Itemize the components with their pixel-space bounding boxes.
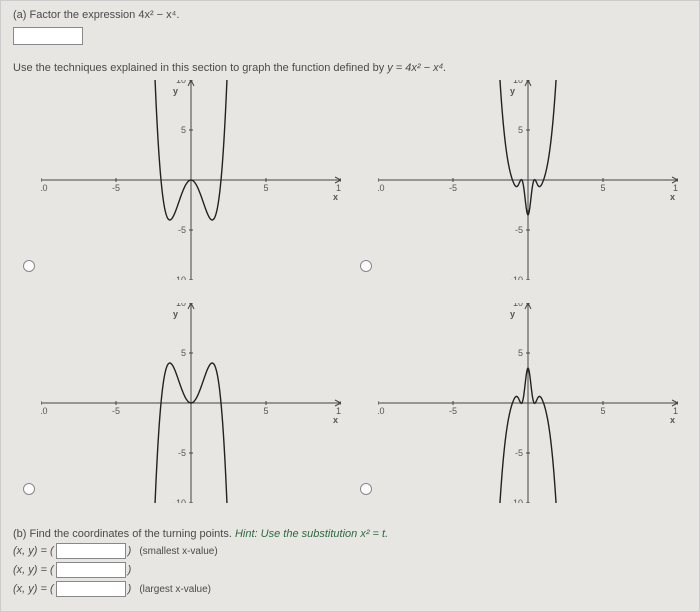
svg-text:-10: -10	[510, 498, 523, 503]
coord-row-2: (x, y) = () (largest x-value)	[13, 581, 687, 597]
svg-text:-5: -5	[112, 406, 120, 416]
graph-option-3[interactable]: -10-5510-10-5510xy	[23, 303, 346, 520]
svg-text:5: 5	[263, 183, 268, 193]
radio-1[interactable]	[23, 260, 35, 272]
plot-3: -10-5510-10-5510xy	[41, 303, 341, 503]
instruction-prefix: Use the techniques explained in this sec…	[13, 62, 387, 74]
svg-text:x: x	[333, 415, 338, 425]
part-b: (b) Find the coordinates of the turning …	[13, 528, 687, 597]
svg-text:5: 5	[263, 406, 268, 416]
svg-text:-5: -5	[449, 406, 457, 416]
hint-text: Use the substitution x² = t.	[261, 528, 388, 540]
instruction-eqn: y = 4x² − x⁴.	[387, 62, 446, 74]
coord-rparen: )	[128, 545, 132, 557]
graph-option-4[interactable]: -10-5510-10-5510xy	[360, 303, 683, 520]
coord-input-2[interactable]	[56, 581, 126, 597]
svg-text:-5: -5	[449, 183, 457, 193]
coord-row-1: (x, y) = ()	[13, 562, 687, 578]
hint-label: Hint:	[235, 528, 258, 540]
coord-lhs: (x, y) = (	[13, 545, 54, 557]
radio-2[interactable]	[360, 260, 372, 272]
svg-text:-10: -10	[41, 406, 48, 416]
svg-text:y: y	[510, 309, 515, 319]
part-a-prompt: (a) Factor the expression 4x² − x⁴.	[13, 9, 687, 21]
svg-text:5: 5	[518, 125, 523, 135]
svg-text:10: 10	[176, 80, 186, 85]
svg-text:x: x	[670, 192, 675, 202]
part-b-prompt: (b) Find the coordinates of the turning …	[13, 528, 232, 540]
part-a-text: (a) Factor the expression 4x² − x⁴.	[13, 9, 179, 21]
svg-text:-5: -5	[515, 448, 523, 458]
svg-text:y: y	[510, 86, 515, 96]
svg-text:-10: -10	[173, 275, 186, 280]
coord-rparen: )	[128, 583, 132, 595]
coord-lhs: (x, y) = (	[13, 564, 54, 576]
graph-instruction: Use the techniques explained in this sec…	[13, 62, 687, 74]
svg-text:y: y	[173, 309, 178, 319]
svg-text:5: 5	[181, 348, 186, 358]
svg-text:-10: -10	[378, 183, 385, 193]
coord-note: (smallest x-value)	[139, 546, 217, 557]
svg-text:5: 5	[600, 183, 605, 193]
svg-text:5: 5	[518, 348, 523, 358]
coord-lhs: (x, y) = (	[13, 583, 54, 595]
svg-text:x: x	[670, 415, 675, 425]
radio-3[interactable]	[23, 483, 35, 495]
svg-text:10: 10	[513, 80, 523, 85]
coord-rparen: )	[128, 564, 132, 576]
graph-option-1[interactable]: -10-5510-10-5510xy	[23, 80, 346, 297]
svg-text:5: 5	[181, 125, 186, 135]
svg-text:-10: -10	[378, 406, 385, 416]
plot-4: -10-5510-10-5510xy	[378, 303, 678, 503]
svg-text:10: 10	[513, 303, 523, 308]
coord-input-1[interactable]	[56, 562, 126, 578]
svg-text:5: 5	[600, 406, 605, 416]
svg-text:-10: -10	[173, 498, 186, 503]
svg-text:-5: -5	[178, 448, 186, 458]
svg-text:-10: -10	[510, 275, 523, 280]
factor-input[interactable]	[13, 27, 83, 45]
svg-text:-10: -10	[41, 183, 48, 193]
svg-text:-5: -5	[515, 225, 523, 235]
radio-4[interactable]	[360, 483, 372, 495]
coord-note: (largest x-value)	[139, 584, 211, 595]
svg-text:10: 10	[176, 303, 186, 308]
svg-text:y: y	[173, 86, 178, 96]
svg-text:x: x	[333, 192, 338, 202]
plot-2: -10-5510-10-5510xy	[378, 80, 678, 280]
plot-1: -10-5510-10-5510xy	[41, 80, 341, 280]
graph-option-2[interactable]: -10-5510-10-5510xy	[360, 80, 683, 297]
graph-options-grid: -10 -5 5 10 -10 -5 5 10 x y -10 -5 5 10 -10 -5 5 10 x y -1…	[23, 80, 683, 520]
svg-text:-5: -5	[112, 183, 120, 193]
coord-row-0: (x, y) = () (smallest x-value)	[13, 543, 687, 559]
svg-text:-5: -5	[178, 225, 186, 235]
coord-input-0[interactable]	[56, 543, 126, 559]
